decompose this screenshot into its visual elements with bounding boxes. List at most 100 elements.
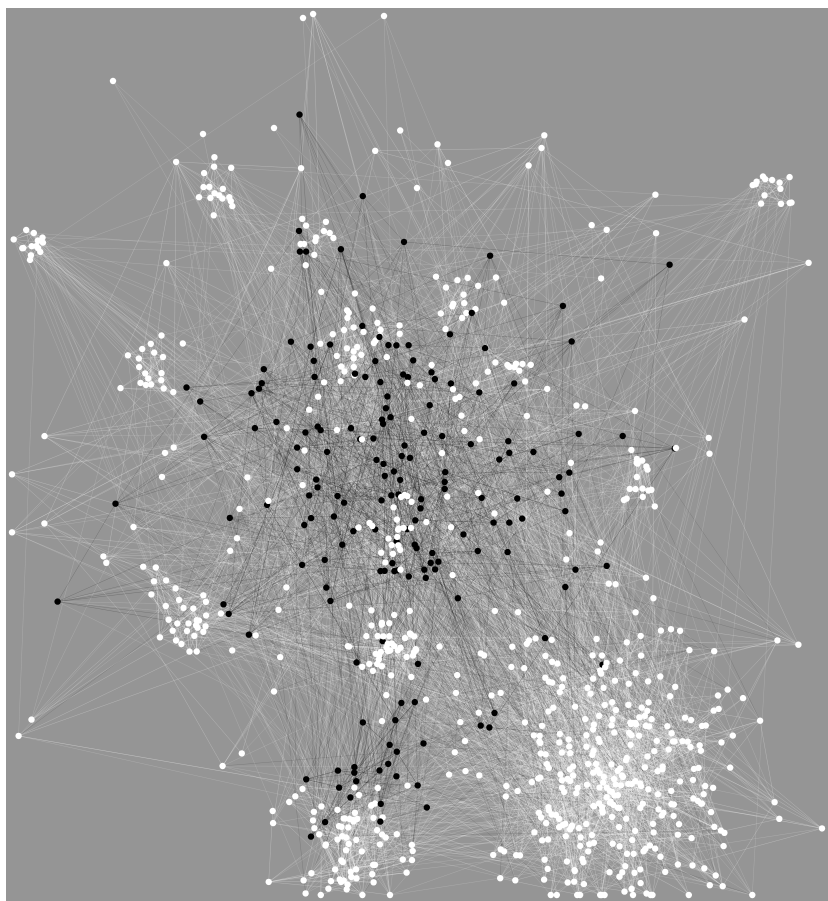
light-edge — [671, 717, 686, 734]
light-node — [571, 867, 578, 874]
dark-node — [310, 357, 317, 364]
light-node — [19, 245, 26, 252]
light-edge — [526, 165, 529, 416]
light-edge — [435, 276, 615, 796]
light-edge — [336, 355, 341, 382]
light-edge — [336, 354, 362, 357]
light-node — [476, 772, 483, 779]
light-node — [170, 388, 177, 396]
light-edge — [459, 194, 656, 398]
dark-node — [386, 741, 393, 748]
light-edge — [182, 343, 412, 420]
light-node — [330, 234, 337, 242]
light-edge — [155, 567, 161, 638]
light-node — [593, 635, 600, 643]
light-edge — [631, 735, 722, 743]
light-node — [639, 485, 646, 492]
dark-node — [334, 767, 342, 774]
light-node — [739, 694, 747, 702]
light-edge — [353, 821, 362, 852]
light-edge — [524, 415, 528, 723]
light-edge — [198, 197, 231, 202]
light-edge — [401, 455, 617, 711]
light-edge — [213, 166, 689, 896]
light-edge — [555, 814, 583, 859]
light-edge — [302, 484, 651, 846]
light-node — [358, 848, 365, 855]
light-edge — [350, 787, 355, 872]
light-edge — [460, 721, 666, 873]
light-node — [233, 535, 241, 542]
light-edge — [512, 646, 631, 723]
light-edge — [313, 811, 374, 819]
light-node — [186, 648, 193, 655]
light-edge — [645, 726, 668, 850]
light-node — [283, 425, 290, 432]
light-edge — [336, 355, 378, 789]
light-node — [527, 361, 534, 368]
light-edge — [373, 342, 414, 656]
light-edge — [341, 366, 661, 857]
light-edge — [515, 715, 645, 881]
light-node — [408, 498, 415, 505]
light-edge — [604, 704, 607, 788]
light-edge — [166, 263, 269, 501]
light-edge — [30, 255, 198, 628]
light-node — [616, 843, 623, 850]
light-edge — [343, 850, 347, 881]
light-edge — [383, 463, 574, 767]
light-edge — [577, 772, 594, 896]
light-edge — [232, 206, 390, 637]
light-node — [687, 743, 694, 751]
light-edge — [186, 387, 672, 792]
light-edge — [600, 176, 764, 896]
light-edge — [519, 681, 550, 856]
light-edge — [543, 551, 598, 880]
light-edge — [312, 13, 570, 534]
light-node — [649, 820, 657, 828]
light-edge — [533, 735, 675, 742]
light-edge — [455, 692, 663, 767]
light-edge — [13, 239, 636, 674]
light-edge — [334, 837, 347, 870]
light-node — [697, 747, 705, 754]
light-node — [309, 817, 317, 824]
light-edge — [373, 342, 466, 742]
light-edge — [569, 179, 773, 473]
dark-node — [197, 398, 204, 405]
dark-node — [397, 476, 404, 484]
light-node — [388, 541, 395, 549]
light-node — [727, 764, 734, 771]
light-edge — [138, 358, 162, 374]
light-node — [390, 504, 397, 511]
light-edge — [459, 396, 527, 417]
light-edge — [196, 613, 222, 652]
light-edge — [479, 439, 647, 578]
light-edge — [349, 319, 745, 606]
light-edge — [33, 232, 390, 624]
dark-node — [420, 740, 427, 747]
light-edge — [164, 452, 279, 610]
light-node — [452, 689, 460, 697]
light-node — [346, 815, 353, 823]
light-edge — [480, 653, 507, 787]
light-edge — [374, 859, 403, 866]
light-edge — [614, 795, 780, 819]
light-node — [267, 265, 275, 272]
light-edge — [200, 401, 549, 840]
light-node — [228, 164, 235, 171]
light-edge — [411, 746, 587, 846]
light-edge — [547, 491, 723, 887]
light-node — [666, 693, 674, 700]
light-node — [606, 869, 613, 876]
light-node — [185, 620, 192, 627]
light-edge — [11, 532, 799, 645]
light-edge — [583, 750, 594, 863]
light-edge — [641, 707, 712, 813]
light-edge — [638, 735, 646, 768]
light-edge — [347, 646, 416, 650]
light-edge — [286, 485, 303, 588]
light-edge — [186, 630, 190, 652]
light-node — [637, 652, 645, 659]
light-node — [612, 581, 619, 588]
